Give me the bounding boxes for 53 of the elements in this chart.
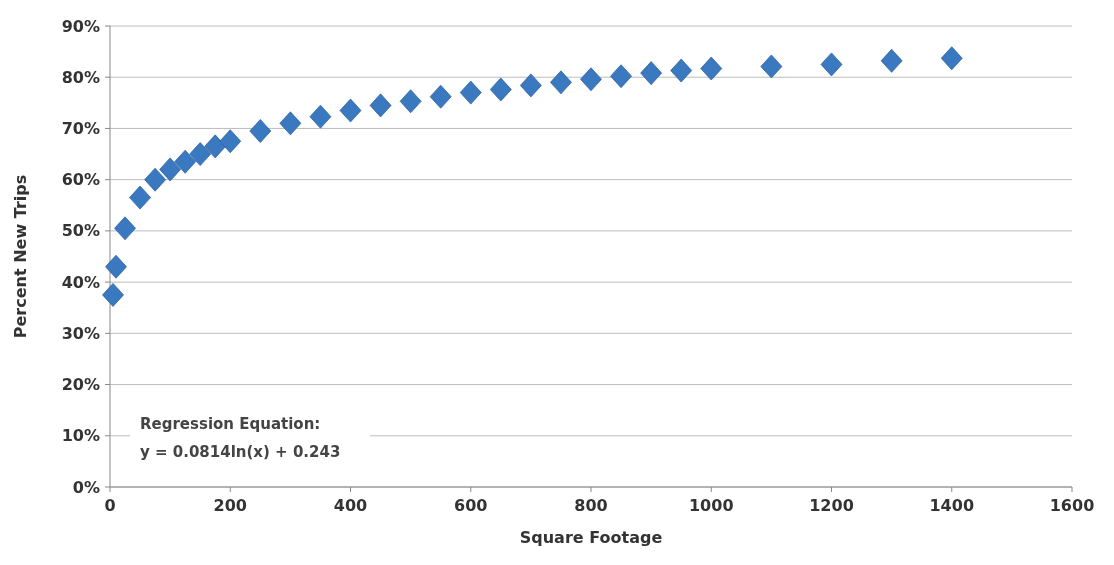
point: [700, 56, 723, 81]
point: [159, 157, 181, 182]
point: [129, 185, 151, 210]
x-tick-label: 1000: [688, 496, 734, 515]
x-tick-label: 0: [104, 496, 116, 515]
y-tick-label: 20%: [61, 375, 100, 395]
point: [174, 149, 197, 174]
y-tick-label: 60%: [61, 170, 100, 190]
point: [399, 89, 422, 114]
point: [144, 167, 166, 192]
x-tick-label: 1600: [1049, 496, 1095, 515]
y-tick-label: 10%: [61, 426, 100, 446]
annotation: Regression Equation:: [140, 415, 321, 433]
x-tick-label: 600: [454, 496, 488, 515]
point: [580, 67, 602, 92]
x-tick-label: 200: [213, 496, 247, 515]
x-tick-label: 1400: [929, 496, 975, 515]
point: [102, 283, 124, 307]
y-tick-label: 40%: [61, 272, 100, 292]
x-tick-label: 400: [333, 496, 368, 515]
point: [249, 119, 272, 143]
point: [279, 111, 302, 136]
point: [105, 254, 127, 279]
point: [489, 77, 512, 102]
annotation: y = 0.0814ln(x) + 0.243: [140, 443, 341, 461]
point: [339, 98, 362, 123]
point: [219, 129, 242, 154]
point: [189, 142, 212, 166]
y-tick-label: 80%: [61, 67, 100, 87]
x-axis-title: Square Footage: [519, 528, 663, 547]
point: [459, 80, 482, 105]
point: [670, 58, 693, 83]
point: [309, 104, 332, 129]
y-tick-label: 0%: [72, 477, 100, 497]
x-tick-label: 1200: [809, 496, 854, 515]
point: [760, 54, 783, 79]
point: [550, 70, 572, 95]
point: [520, 73, 542, 98]
point: [610, 64, 632, 89]
point: [820, 52, 843, 77]
point: [940, 46, 963, 71]
point: [204, 134, 227, 159]
point: [640, 61, 662, 86]
point: [880, 48, 903, 73]
x-tick-label: 800: [574, 496, 608, 515]
y-tick-label: 90%: [61, 16, 100, 36]
y-tick-label: 50%: [61, 221, 100, 241]
y-tick-label: 30%: [61, 323, 100, 343]
point: [369, 93, 392, 118]
point: [429, 84, 452, 109]
y-tick-label: 70%: [61, 119, 100, 139]
point: [114, 216, 136, 241]
y-axis-title: Percent New Trips: [11, 174, 30, 339]
